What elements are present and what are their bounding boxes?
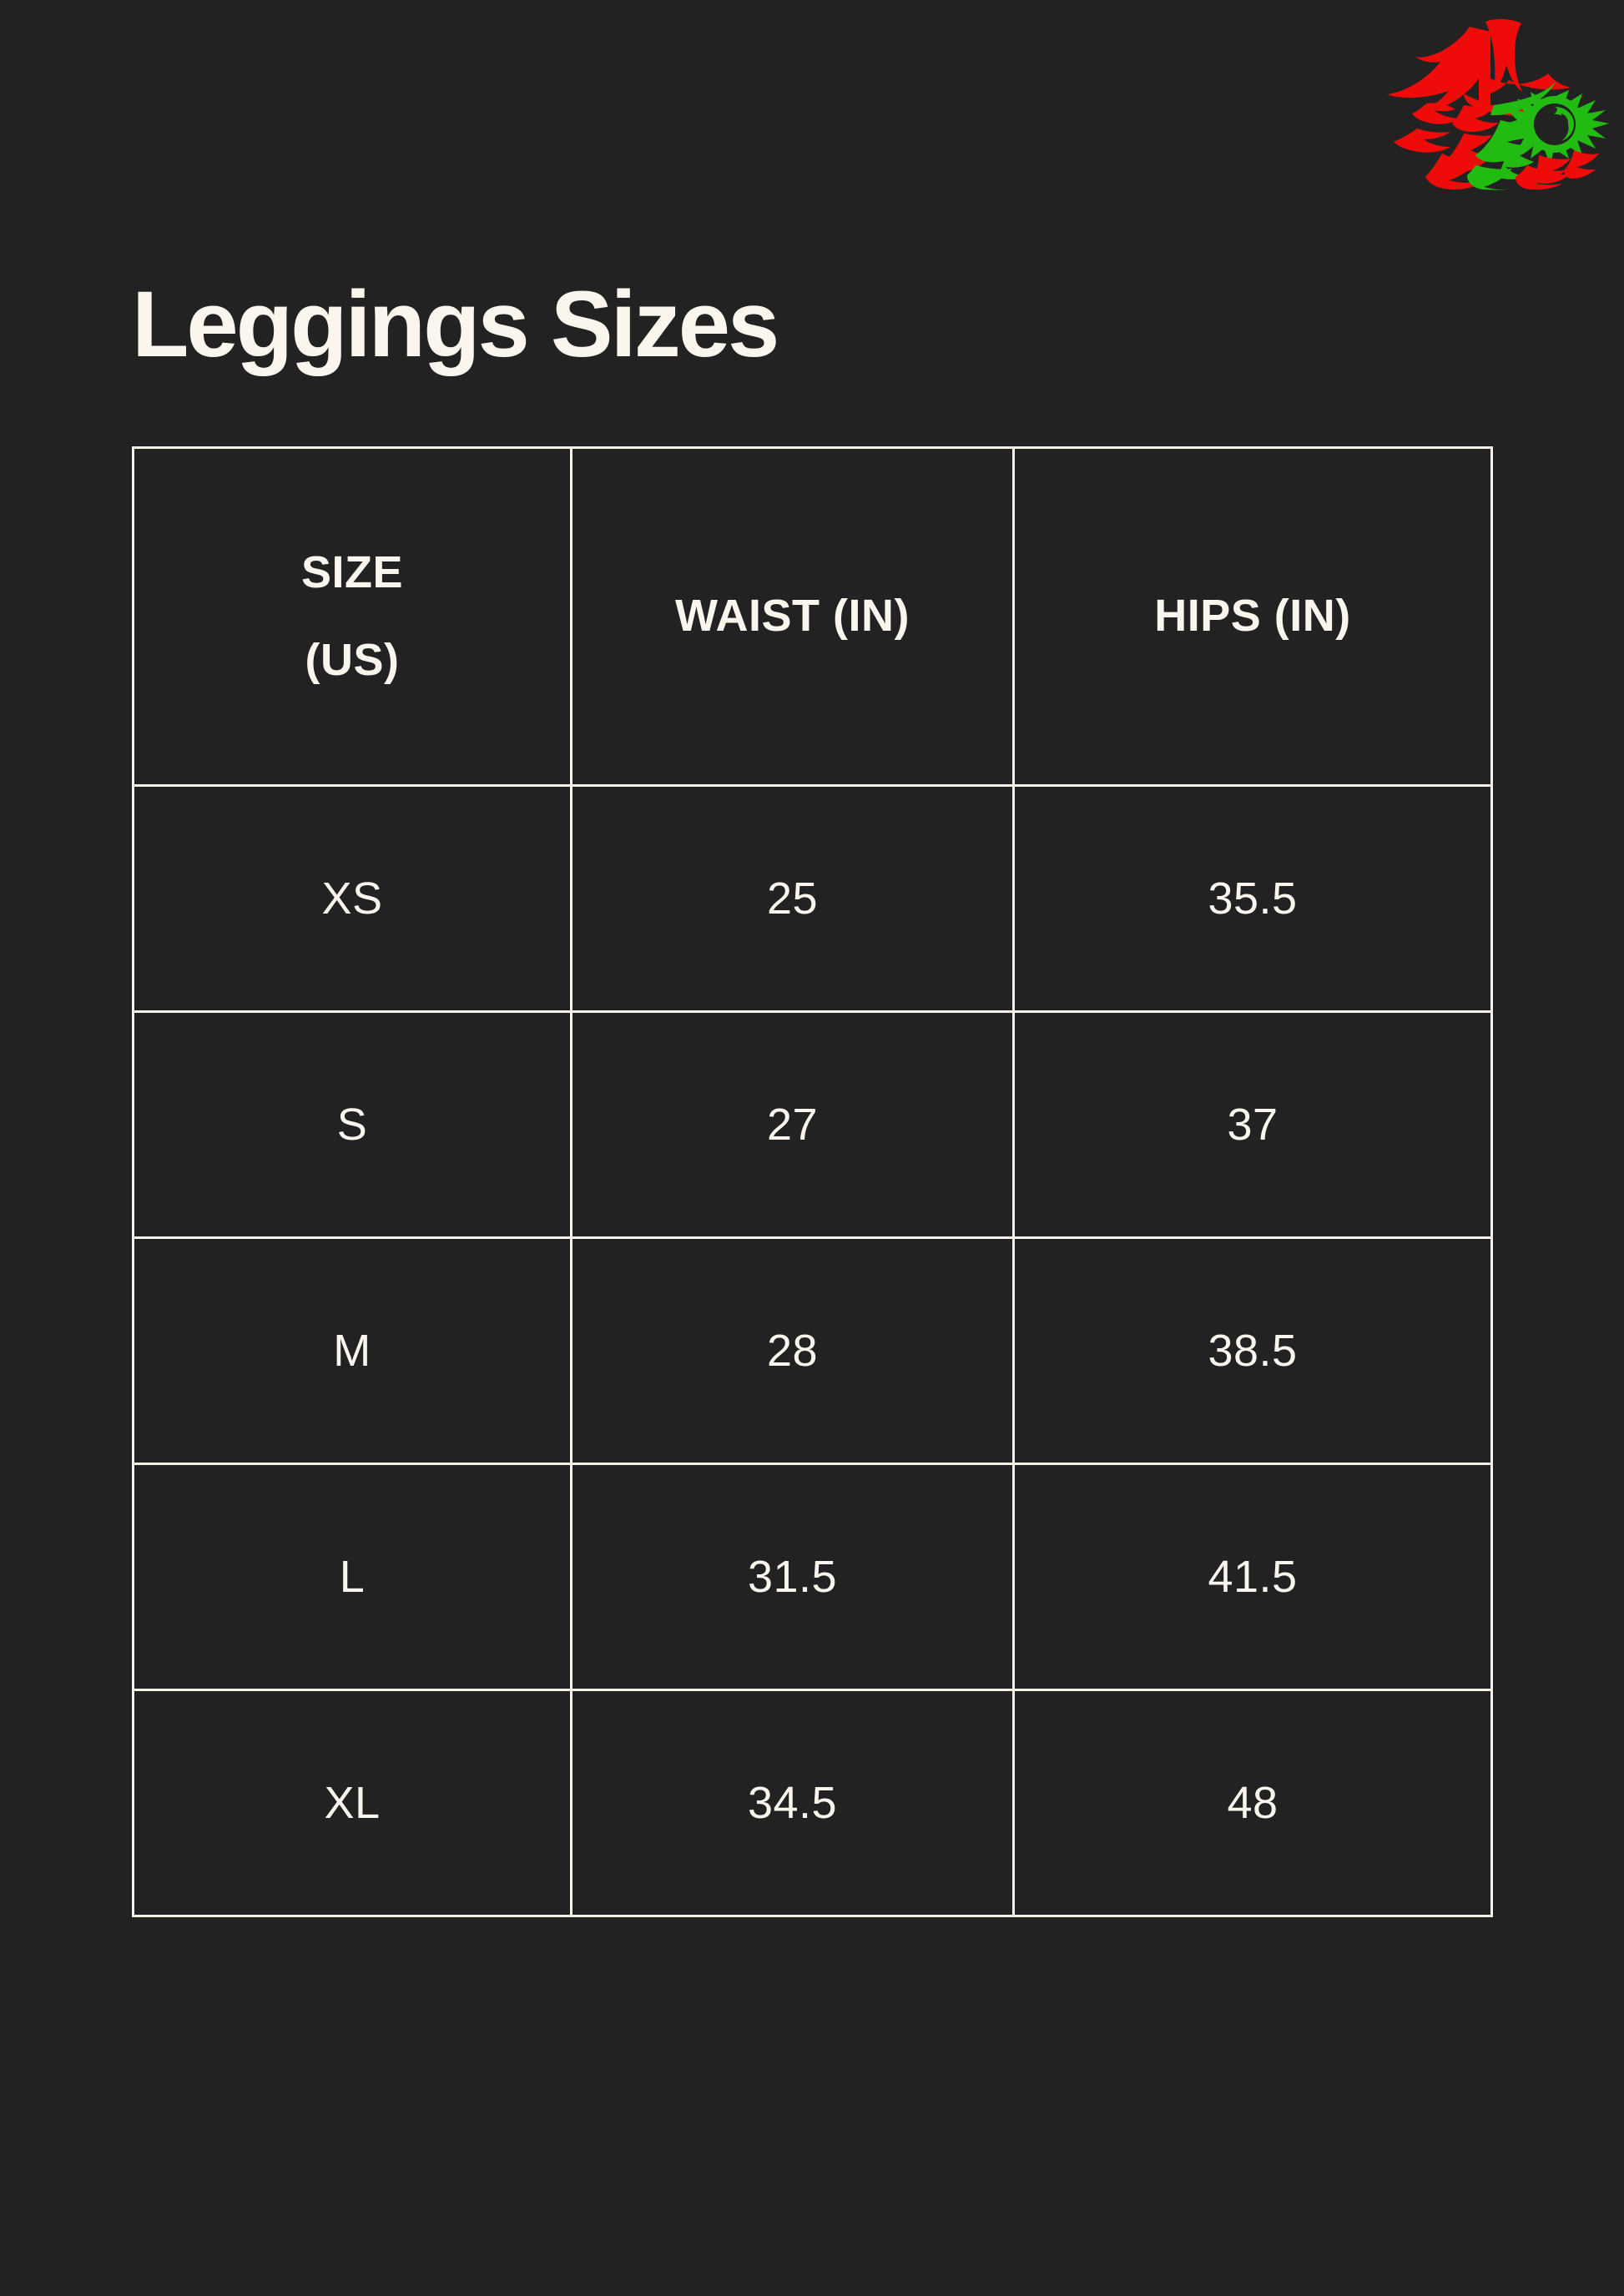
wizard-hand-icon <box>1516 150 1599 190</box>
page-title: Leggings Sizes <box>132 272 779 376</box>
table-header: SIZE (US) WAIST (IN) HIPS (IN) <box>132 446 1493 787</box>
column-header-size: SIZE (US) <box>132 446 572 787</box>
cell-hips: 41.5 <box>1012 1463 1493 1691</box>
cell-waist: 27 <box>570 1010 1015 1239</box>
cell-waist: 34.5 <box>570 1689 1015 1917</box>
size-chart-table: SIZE (US) WAIST (IN) HIPS (IN) XS 25 35.… <box>132 446 1493 1917</box>
table-row: M 28 38.5 <box>132 1236 1493 1465</box>
wizard-beard-icon <box>1394 103 1499 190</box>
cell-size: XS <box>132 784 572 1013</box>
cell-size: XL <box>132 1689 572 1917</box>
cell-size: M <box>132 1236 572 1465</box>
table-row: XL 34.5 48 <box>132 1689 1493 1917</box>
cell-hips: 38.5 <box>1012 1236 1493 1465</box>
column-header-waist-line1: WAIST (IN) <box>675 591 910 642</box>
cell-hips: 48 <box>1012 1689 1493 1917</box>
cell-waist: 25 <box>570 784 1015 1013</box>
cell-hips: 35.5 <box>1012 784 1493 1013</box>
column-header-hips-line1: HIPS (IN) <box>1154 591 1351 642</box>
table-row: XS 25 35.5 <box>132 784 1493 1013</box>
wizard-logo <box>1384 7 1609 190</box>
cell-size: L <box>132 1463 572 1691</box>
cell-waist: 31.5 <box>570 1463 1015 1691</box>
column-header-hips: HIPS (IN) <box>1012 446 1493 787</box>
cell-size: S <box>132 1010 572 1239</box>
column-header-size-line1: SIZE <box>300 546 404 597</box>
table-row: S 27 37 <box>132 1010 1493 1239</box>
table-body: XS 25 35.5 S 27 37 M 28 38.5 L 31.5 41.5… <box>132 784 1493 1917</box>
cell-hips: 37 <box>1012 1010 1493 1239</box>
column-header-size-line2: (US) <box>305 635 400 685</box>
crystal-orb-icon <box>1500 90 1609 165</box>
cell-waist: 28 <box>570 1236 1015 1465</box>
column-header-waist: WAIST (IN) <box>570 446 1015 787</box>
table-row: L 31.5 41.5 <box>132 1463 1493 1691</box>
table-header-row: SIZE (US) WAIST (IN) HIPS (IN) <box>132 446 1493 787</box>
